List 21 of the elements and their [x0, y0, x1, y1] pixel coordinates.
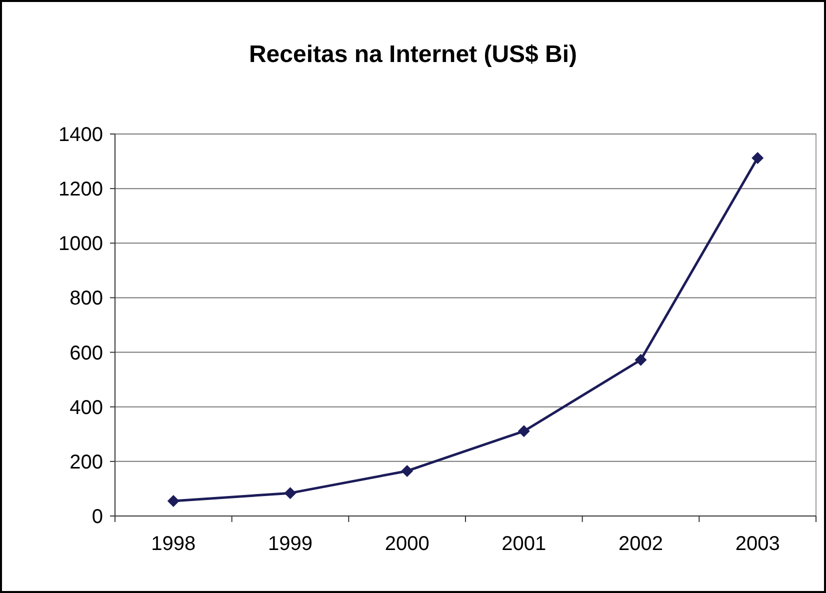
- y-tick-label: 400: [70, 396, 103, 419]
- point: [284, 487, 296, 500]
- x-tick-label: 2002: [618, 533, 663, 555]
- x-tick-label: 2001: [502, 533, 546, 555]
- point: [518, 425, 530, 438]
- point: [401, 464, 414, 477]
- y-tick-label: 0: [92, 506, 103, 528]
- x-tick-label: 2003: [735, 533, 780, 555]
- x-tick-label: 1999: [268, 533, 312, 555]
- point: [167, 494, 180, 507]
- y-tick-label: 1000: [58, 233, 103, 256]
- y-tick-label: 800: [70, 288, 103, 310]
- y-tick-label: 1400: [58, 124, 103, 146]
- x-tick-label: 1998: [151, 533, 196, 555]
- y-tick-label: 200: [70, 451, 103, 474]
- x-tick-label: 2000: [384, 533, 430, 555]
- point: [752, 152, 764, 164]
- point: [634, 354, 647, 366]
- y-tick-label: 1200: [58, 178, 103, 201]
- y-tick-label: 600: [70, 342, 103, 364]
- chart-title: Receitas na Internet (US$ Bi): [248, 41, 578, 68]
